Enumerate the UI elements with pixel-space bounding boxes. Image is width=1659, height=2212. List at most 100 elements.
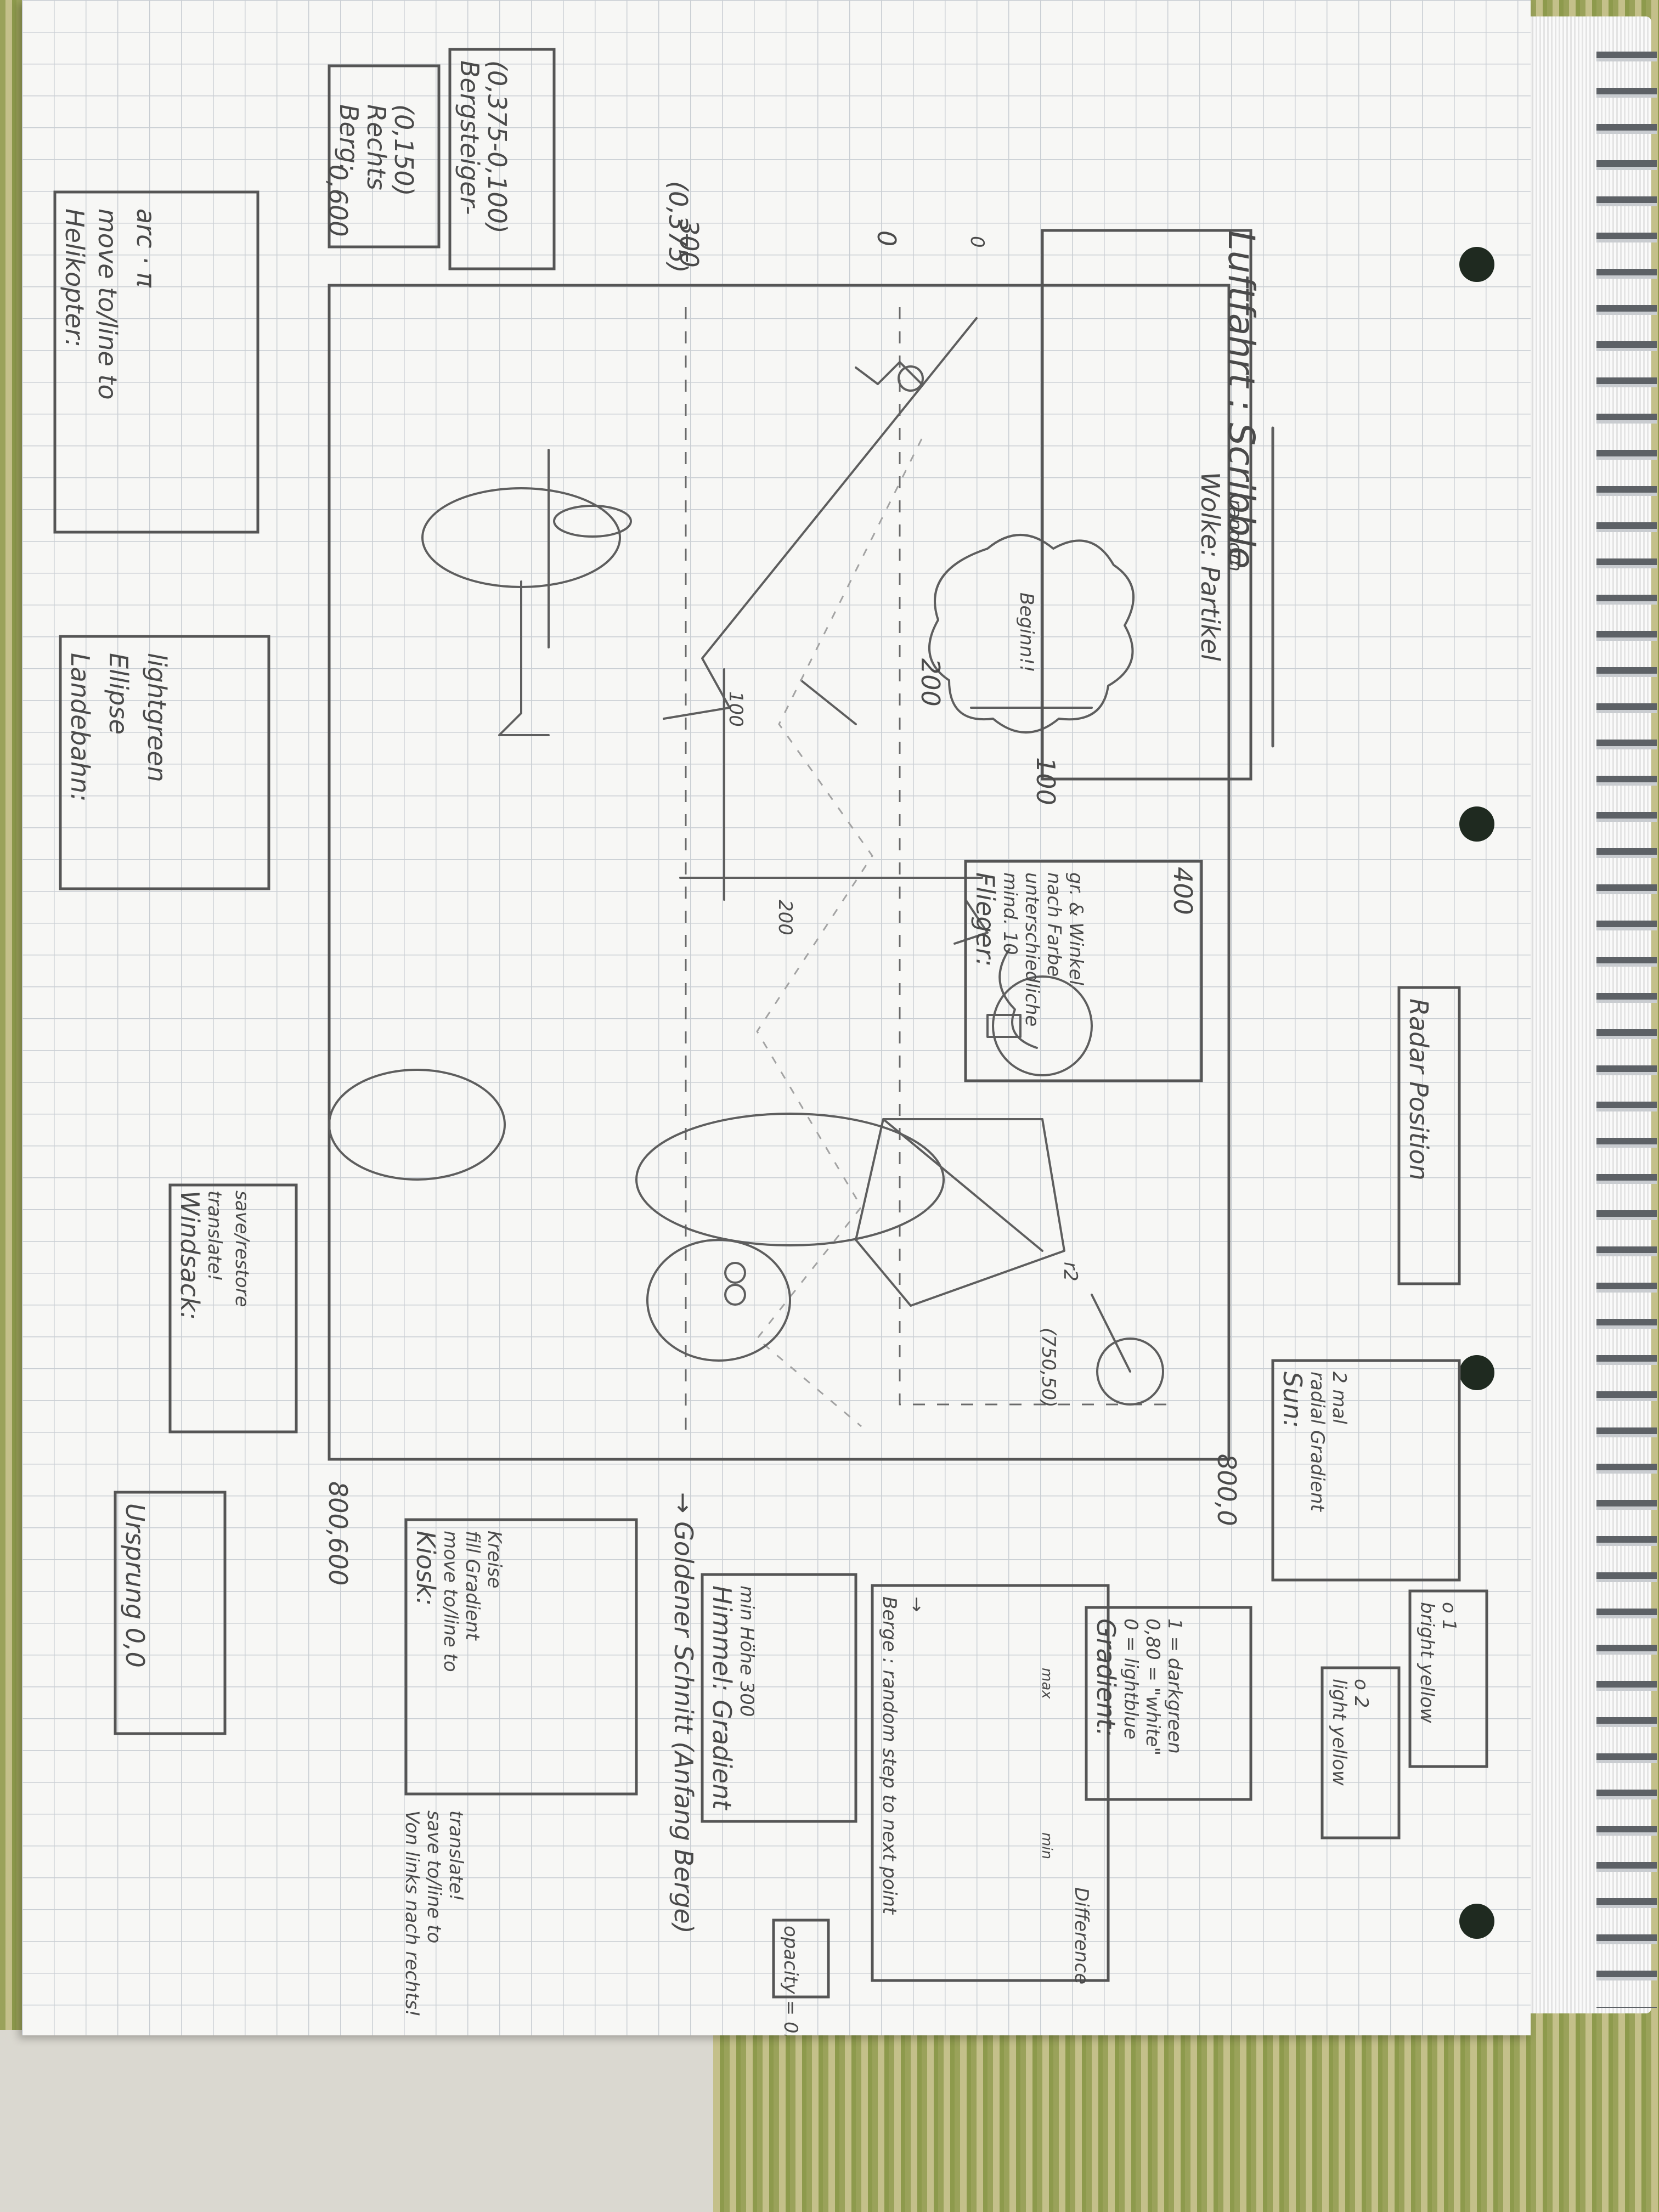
- sun-count: 2 mal: [1328, 1372, 1350, 1424]
- bee-eye-1: [724, 1262, 746, 1284]
- cloud-begin: Beginn!!: [1015, 592, 1037, 673]
- flieger-box: [964, 860, 1203, 1082]
- sun-box: [1271, 1359, 1461, 1582]
- landebahn-box: [59, 635, 270, 890]
- bergsteiger-label: Bergsteiger-: [455, 60, 484, 215]
- windsack-box: [168, 1183, 298, 1434]
- canvas-frame: [328, 284, 1231, 1461]
- landing-strip-sketch: [635, 1113, 945, 1246]
- von-links-1: Von links nach rechts!: [401, 1810, 423, 2017]
- flieger-1: mind. 10: [999, 872, 1021, 955]
- gradient-stop-1: 0,80 = "white": [1142, 1618, 1164, 1756]
- light-yellow-box: [1321, 1666, 1401, 1839]
- coord-100b: 100: [1031, 757, 1060, 805]
- balloon-basket: [986, 1014, 1022, 1038]
- bee-eye-2: [724, 1284, 746, 1306]
- windsack-label: Windsack:: [175, 1190, 205, 1320]
- flieger-4: gr. & Winkel: [1065, 872, 1087, 986]
- coord-800-0: 800,0: [1212, 1454, 1242, 1526]
- gradient-label: Gradient:: [1091, 1618, 1121, 1737]
- punch-hole: [1459, 1904, 1494, 1939]
- coord-0: 0: [872, 230, 901, 246]
- bergsteiger-coord: (0,375-0,100): [482, 60, 512, 234]
- sun-position: (750,50): [1037, 1328, 1059, 1408]
- kiosk-circles: Kreise: [483, 1531, 505, 1588]
- coord-400: 400: [1168, 867, 1198, 915]
- helikopter-box: [53, 190, 259, 534]
- windsock-sketch: [998, 948, 1038, 1049]
- gradient-box: [1085, 1606, 1252, 1801]
- handwriting-layer: Luftfahrt : Scribble Wolke: Partikel ran…: [60, 60, 1460, 2035]
- berge-arrow: →: [906, 1596, 928, 1612]
- himmel-box: [701, 1573, 857, 1823]
- sun-sketch: [1096, 1338, 1164, 1406]
- windsack-save: save/restore: [231, 1190, 253, 1307]
- berge-min: min: [1039, 1832, 1055, 1859]
- wolke-sub: random: [1224, 499, 1246, 572]
- kiosk-roof: [882, 1118, 1043, 1252]
- von-links-3: translate!: [445, 1810, 467, 1901]
- coord-300: 300: [674, 219, 704, 268]
- berge-label: Berge : random step to next point: [878, 1596, 900, 1915]
- berg-label: Berg:: [334, 104, 364, 172]
- kiosk-label: Kiosk:: [411, 1531, 441, 1606]
- sun-label: Sun:: [1278, 1372, 1307, 1428]
- ursprung-label: Ursprung 0,0: [120, 1503, 150, 1668]
- bright-yellow: bright yellow: [1416, 1602, 1438, 1723]
- coord-0-600: 0,600: [323, 165, 353, 237]
- berg-coord: (0,150): [389, 104, 419, 196]
- punch-hole: [1459, 247, 1494, 282]
- punch-hole: [1459, 806, 1494, 842]
- coord-200: 200: [916, 658, 945, 707]
- berge-max: max: [1039, 1668, 1055, 1699]
- von-links-2: save to/line to: [423, 1810, 445, 1943]
- himmel-label: Himmel: Gradient: [707, 1585, 737, 1810]
- himmel-min: min Höhe 300: [736, 1585, 758, 1717]
- opacity-box: [772, 1918, 830, 1999]
- kiosk-fill: fill Gradient: [461, 1531, 483, 1641]
- punch-hole: [1459, 1355, 1494, 1390]
- bee-body: [646, 1239, 791, 1362]
- page-title: Luftfahrt : Scribble: [1220, 230, 1262, 569]
- golden-cut-label: → Goldener Schnitt (Anfang Berge): [669, 1492, 698, 1934]
- sketch-drawing: [53, 48, 1488, 1999]
- sun-radius-label: r2: [1059, 1262, 1081, 1282]
- mountain-1-tip: [800, 679, 857, 725]
- coord-0c: 0: [966, 236, 988, 248]
- flieger-label: Flieger:: [970, 872, 1000, 967]
- mountain-1: [663, 317, 978, 720]
- sun-radius: [1091, 1294, 1131, 1373]
- table-surface: [0, 2030, 713, 2212]
- wolke-box: [1041, 229, 1252, 781]
- sun-gradient: radial Gradient: [1306, 1372, 1328, 1513]
- coord-200b: 200: [774, 900, 796, 935]
- gradient-stop-0: 0 = lightblue: [1120, 1618, 1142, 1740]
- ursprung-box: [114, 1491, 227, 1735]
- berge-difference: Difference: [1070, 1887, 1092, 1984]
- radar-label: Radar Position: [1404, 998, 1434, 1181]
- bergsteiger-box: [448, 48, 556, 270]
- landebahn-ellipse: Ellipse: [104, 653, 133, 735]
- sky-guide-line: [899, 307, 1169, 1406]
- cloud-sketch: [928, 534, 1135, 733]
- bright-yellow-stop: o 1: [1438, 1602, 1460, 1631]
- climber-head: [898, 365, 924, 392]
- berge-box: [871, 1584, 1110, 1982]
- coord-0-375: (0,375): [663, 181, 693, 273]
- light-yellow: light yellow: [1328, 1679, 1350, 1786]
- helikopter-label: Helikopter:: [60, 208, 89, 347]
- coord-100: 100: [725, 691, 747, 727]
- wolke-label: Wolke: Partikel: [1195, 472, 1225, 661]
- landebahn-color: lightgreen: [142, 653, 172, 782]
- windsack-translate: translate!: [204, 1190, 225, 1282]
- light-yellow-stop: o 2: [1350, 1679, 1372, 1708]
- opacity-label: opacity = 0.7: [780, 1926, 802, 2035]
- kiosk-move: move to/line to: [439, 1531, 461, 1672]
- kiosk-box: [404, 1518, 638, 1796]
- balloon-sketch: [992, 975, 1093, 1076]
- coord-800-600: 800,600: [323, 1481, 353, 1585]
- climber-sketch: [855, 361, 923, 385]
- helikopter-sub: move to/line to: [93, 208, 122, 400]
- landing-strip-ellipse: [328, 1069, 506, 1181]
- radar-box: [1397, 986, 1461, 1285]
